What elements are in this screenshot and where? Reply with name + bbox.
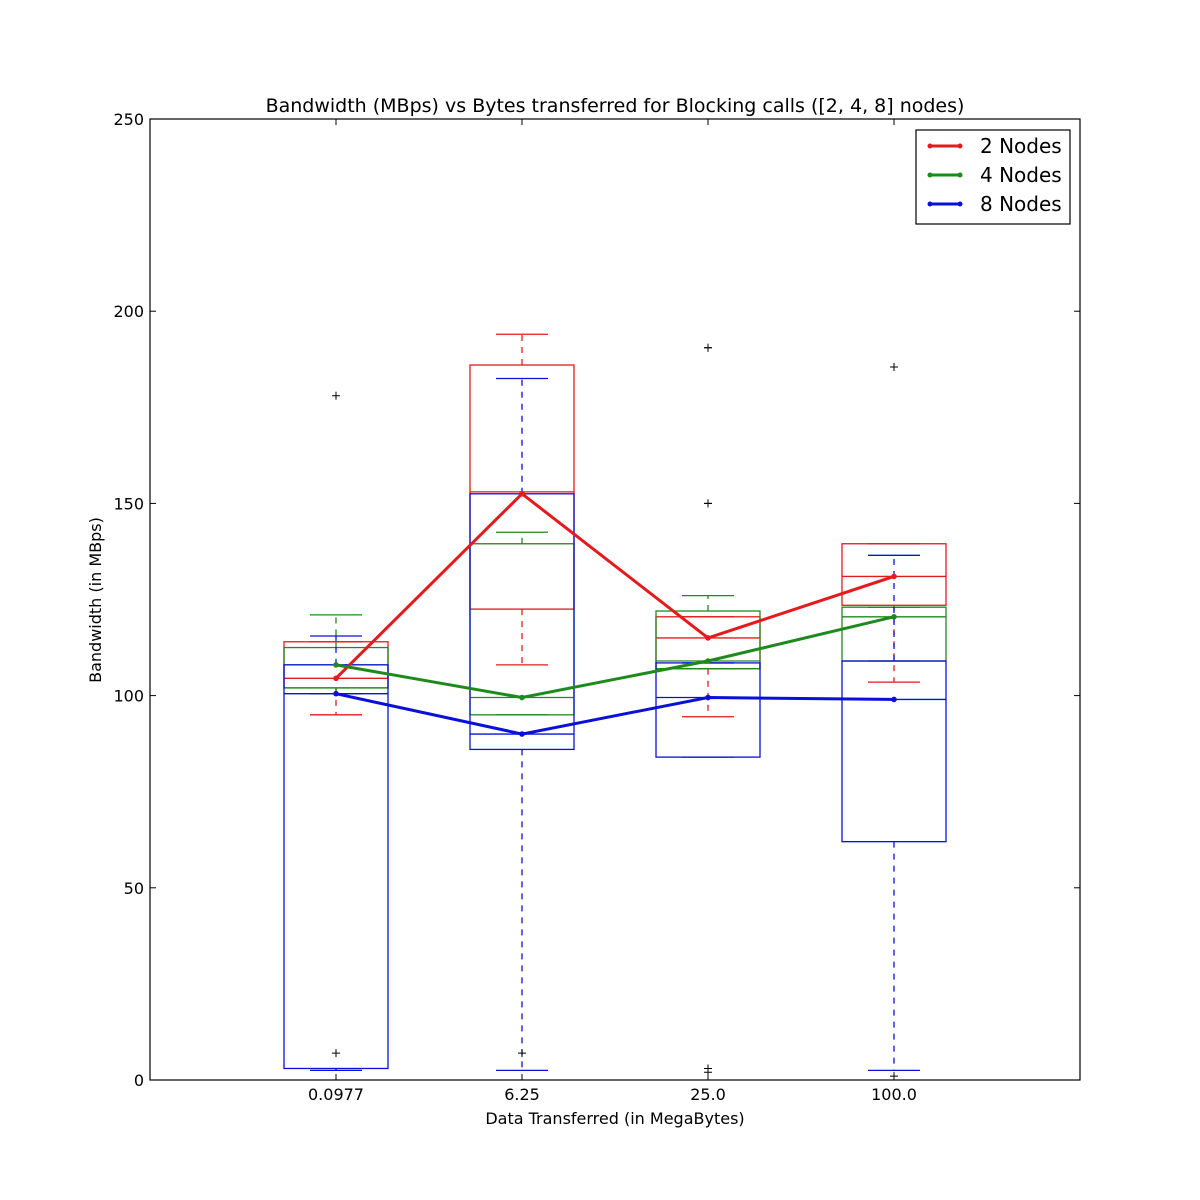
x-tick-label: 6.25 [504,1085,540,1104]
legend-marker [957,172,963,178]
box-iqr [655,610,761,670]
legend-marker [927,143,933,149]
outlier-marker [332,1049,340,1058]
series-point-2-nodes [705,635,711,641]
series-point-4-nodes [333,662,339,668]
outlier-marker [704,343,712,352]
series-point-8-nodes [891,696,897,703]
legend-label: 2 Nodes [980,134,1062,158]
box-iqr [469,364,575,610]
legend-label: 4 Nodes [980,163,1062,187]
x-axis-label: Data Transferred (in MegaBytes) [485,1109,744,1128]
y-tick-label: 150 [113,494,144,513]
series-point-4-nodes [891,613,897,620]
y-tick-label: 250 [113,110,144,129]
series-point-4-nodes [519,694,525,701]
outlier-marker [518,1049,526,1058]
y-tick-label: 200 [113,302,144,321]
legend-marker [927,172,933,178]
legend: 2 Nodes 4 Nodes 8 Nodes [915,129,1071,225]
series-point-8-nodes [519,731,525,737]
outlier-marker [704,499,712,508]
box-iqr [841,660,947,843]
series-point-2-nodes [891,573,897,580]
series-point-4-nodes [705,658,711,664]
y-tick-label: 0 [134,1071,144,1090]
legend-marker [927,201,933,207]
series-point-8-nodes [333,690,339,697]
plot-frame [149,118,1081,1081]
outlier-marker [332,391,340,400]
x-tick-label: 25.0 [690,1085,726,1104]
x-tick-label: 100.0 [871,1085,917,1104]
legend-marker [957,201,963,207]
x-tick-label: 0.0977 [308,1085,364,1104]
legend-marker [957,143,963,149]
box-iqr [841,543,947,606]
chart-title: Bandwidth (MBps) vs Bytes transferred fo… [266,95,965,117]
series-line-8-nodes [335,692,895,736]
outlier-marker [890,362,898,371]
series-point-8-nodes [705,694,711,701]
series-point-2-nodes [333,675,339,682]
outlier-marker [704,1064,712,1073]
series-line-4-nodes [335,615,895,700]
y-tick-label: 50 [124,879,144,898]
series-point-2-nodes [519,490,525,497]
y-tick-label: 100 [113,687,144,706]
legend-label: 8 Nodes [980,192,1062,216]
y-axis-label: Bandwidth (in MBps) [86,517,105,683]
series-line-2-nodes [334,491,895,680]
